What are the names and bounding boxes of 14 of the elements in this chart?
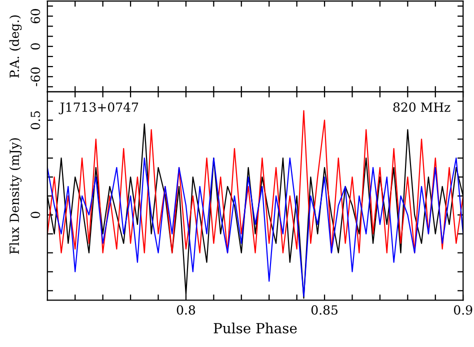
annotation: J1713+0747	[58, 102, 138, 114]
y-tick-label: 0	[30, 43, 40, 50]
line-series	[47, 158, 464, 297]
y-tick-label: 0	[30, 212, 40, 218]
y-axis-title: P.A. (deg.)	[9, 15, 22, 78]
annotation: 820 MHz	[393, 102, 450, 112]
x-tick-label: 0.85	[311, 305, 338, 315]
y-tick-label: -60	[30, 67, 40, 86]
y-tick-label: 0.5	[30, 111, 40, 130]
x-tick-label: 0.9	[454, 305, 472, 315]
y-axis-title: Flux Density (mJy)	[9, 138, 22, 254]
x-tick-label: 0.8	[176, 305, 196, 315]
y-tick-label: 60	[30, 9, 40, 24]
x-axis-title: Pulse Phase	[214, 322, 297, 334]
